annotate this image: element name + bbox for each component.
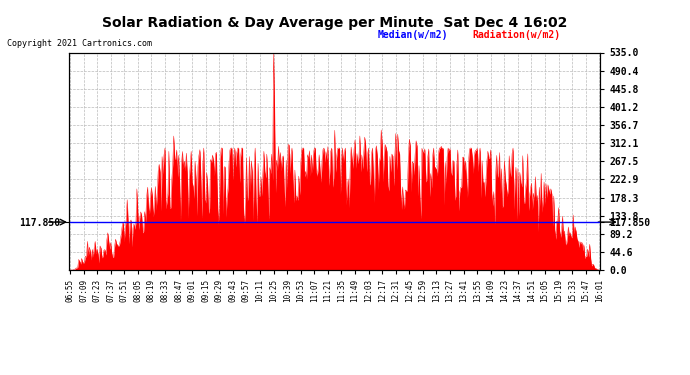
Text: Radiation(w/m2): Radiation(w/m2) <box>473 30 561 40</box>
Title: Solar Radiation & Day Average per Minute  Sat Dec 4 16:02: Solar Radiation & Day Average per Minute… <box>102 16 567 30</box>
Text: Copyright 2021 Cartronics.com: Copyright 2021 Cartronics.com <box>7 39 152 48</box>
Text: Median(w/m2): Median(w/m2) <box>377 30 448 40</box>
